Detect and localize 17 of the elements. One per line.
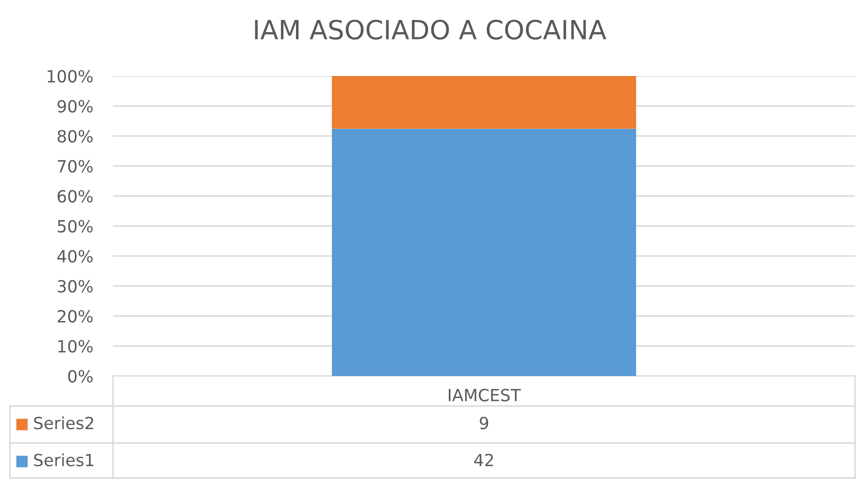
y-tick-label: 90% [58,100,93,113]
y-tick-label: 10% [58,340,93,353]
y-tick-label: 70% [58,160,93,173]
text: 9 [480,416,488,430]
y-tick-label: 80% [58,130,93,143]
y-tick-label: 20% [58,310,93,323]
x-tick-label: IAMCEST [448,388,521,402]
y-tick-label: 100% [48,70,93,83]
y-tick-label: 40% [57,250,93,263]
y-tick-label: 30% [58,280,93,293]
text: 42 [474,454,493,466]
legend-label: Series1 [34,453,94,466]
y-tick-label: 50% [58,220,93,233]
y-tick-label: 60% [58,190,93,203]
chart-title: IAM ASOCIADO A COCAINA [255,20,606,40]
y-tick-label: 0% [68,370,93,383]
legend-label: Series2 [34,416,94,430]
